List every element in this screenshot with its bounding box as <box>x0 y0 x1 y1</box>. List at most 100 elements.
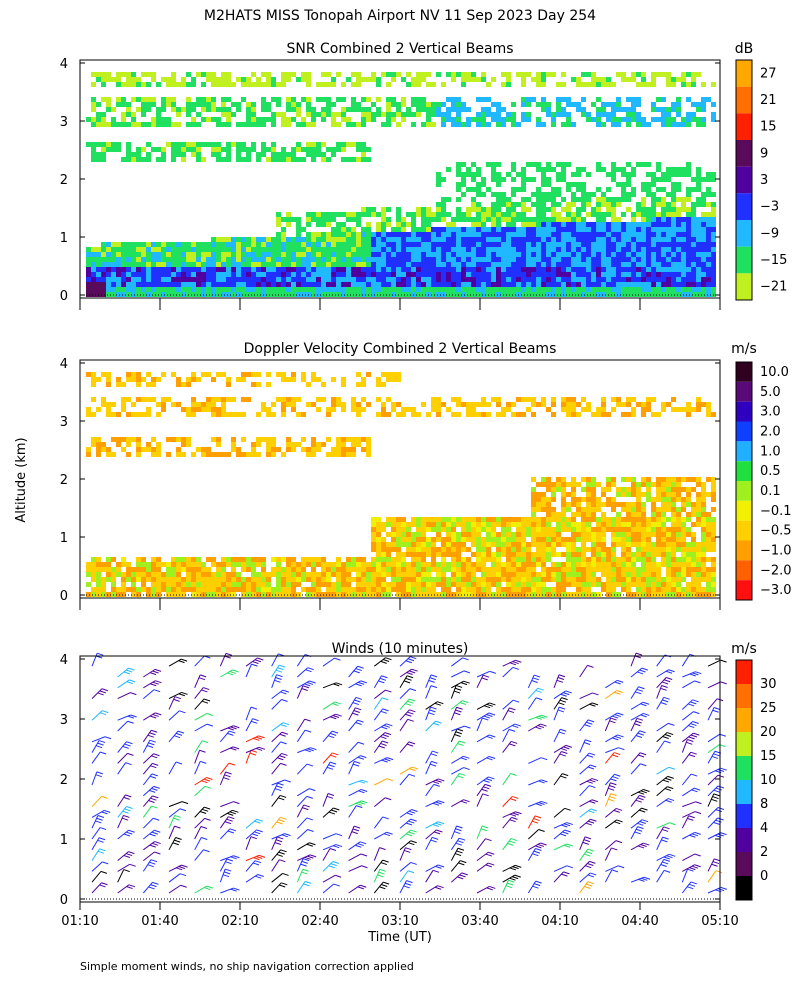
heatmap-cell <box>141 257 146 262</box>
heatmap-cell <box>471 582 476 587</box>
heatmap-cell <box>706 177 711 182</box>
heatmap-cell <box>646 537 651 542</box>
heatmap-cell <box>651 212 656 217</box>
heatmap-cell <box>366 227 371 232</box>
heatmap-cell <box>611 117 616 122</box>
heatmap-cell <box>541 97 546 102</box>
heatmap-cell <box>611 517 616 522</box>
heatmap-cell <box>136 412 141 417</box>
heatmap-cell <box>476 217 481 222</box>
heatmap-cell <box>176 82 181 87</box>
heatmap-cell <box>256 372 261 377</box>
heatmap-cell <box>596 277 601 282</box>
heatmap-cell <box>566 227 571 232</box>
heatmap-cell <box>526 282 531 287</box>
heatmap-cell <box>536 242 541 247</box>
heatmap-cell <box>391 587 396 592</box>
heatmap-cell <box>406 257 411 262</box>
heatmap-cell <box>216 107 221 112</box>
heatmap-cell <box>426 262 431 267</box>
heatmap-cell <box>686 212 691 217</box>
heatmap-cell <box>301 117 306 122</box>
heatmap-cell <box>266 242 271 247</box>
heatmap-cell <box>626 112 631 117</box>
heatmap-cell <box>386 257 391 262</box>
heatmap-cell <box>691 232 696 237</box>
heatmap-cell <box>201 407 206 412</box>
heatmap-cell <box>196 252 201 257</box>
heatmap-cell <box>581 242 586 247</box>
heatmap-cell <box>481 517 486 522</box>
heatmap-cell <box>361 147 366 152</box>
heatmap-cell <box>151 257 156 262</box>
heatmap-cell <box>91 272 96 277</box>
heatmap-cell <box>111 267 116 272</box>
heatmap-cell <box>636 542 641 547</box>
heatmap-cell <box>661 237 666 242</box>
heatmap-cell <box>581 577 586 582</box>
heatmap-cell <box>676 122 681 127</box>
colorbar-label: −3 <box>760 200 779 215</box>
heatmap-cell <box>201 572 206 577</box>
heatmap-cell <box>561 237 566 242</box>
heatmap-cell <box>471 177 476 182</box>
heatmap-cell <box>441 117 446 122</box>
heatmap-cell <box>356 252 361 257</box>
heatmap-cell <box>426 527 431 532</box>
heatmap-cell <box>141 102 146 107</box>
heatmap-cell <box>266 447 271 452</box>
heatmap-cell <box>361 212 366 217</box>
heatmap-cell <box>326 247 331 252</box>
heatmap-cell <box>431 227 436 232</box>
heatmap-cell <box>616 222 621 227</box>
heatmap-cell <box>471 407 476 412</box>
heatmap-cell <box>596 167 601 172</box>
heatmap-cell <box>261 102 266 107</box>
heatmap-cell <box>406 587 411 592</box>
heatmap-cell <box>621 537 626 542</box>
heatmap-cell <box>521 167 526 172</box>
heatmap-cell <box>696 282 701 287</box>
heatmap-cell <box>151 287 156 292</box>
heatmap-cell <box>271 247 276 252</box>
heatmap-cell <box>661 547 666 552</box>
heatmap-cell <box>411 257 416 262</box>
heatmap-cell <box>391 257 396 262</box>
heatmap-cell <box>376 232 381 237</box>
heatmap-cell <box>506 222 511 227</box>
heatmap-cell <box>546 477 551 482</box>
heatmap-cell <box>336 397 341 402</box>
heatmap-cell <box>521 267 526 272</box>
heatmap-cell <box>331 572 336 577</box>
heatmap-cell <box>441 227 446 232</box>
heatmap-cell <box>651 172 656 177</box>
heatmap-cell <box>281 557 286 562</box>
heatmap-cell <box>306 452 311 457</box>
heatmap-cell <box>706 277 711 282</box>
heatmap-cell <box>211 117 216 122</box>
heatmap-cell <box>576 172 581 177</box>
heatmap-cell <box>451 267 456 272</box>
heatmap-cell <box>671 252 676 257</box>
heatmap-cell <box>636 207 641 212</box>
heatmap-cell <box>511 112 516 117</box>
heatmap-cell <box>441 217 446 222</box>
heatmap-cell <box>541 262 546 267</box>
heatmap-cell <box>176 447 181 452</box>
heatmap-cell <box>396 517 401 522</box>
heatmap-cell <box>276 212 281 217</box>
heatmap-cell <box>156 412 161 417</box>
heatmap-cell <box>171 242 176 247</box>
heatmap-cell <box>96 452 101 457</box>
heatmap-cell <box>426 257 431 262</box>
heatmap-cell <box>281 577 286 582</box>
heatmap-cell <box>301 72 306 77</box>
heatmap-cell <box>271 82 276 87</box>
heatmap-cell <box>281 452 286 457</box>
heatmap-cell <box>96 267 101 272</box>
heatmap-cell <box>306 242 311 247</box>
heatmap-cell <box>456 277 461 282</box>
heatmap-cell <box>406 567 411 572</box>
heatmap-cell <box>661 107 666 112</box>
heatmap-cell <box>481 182 486 187</box>
